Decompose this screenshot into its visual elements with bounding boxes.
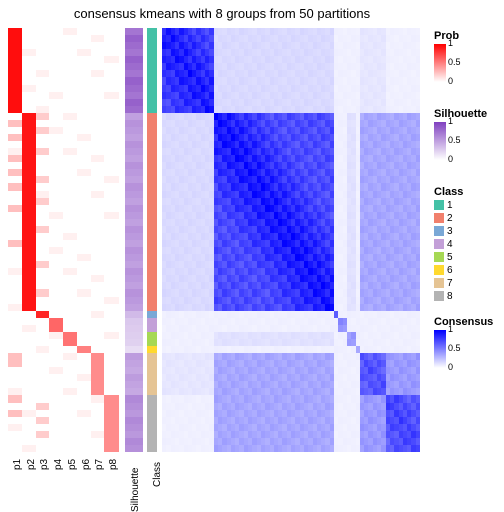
legend-item: 3 bbox=[434, 226, 463, 238]
legend-item: 8 bbox=[434, 291, 463, 303]
axis-label: p4 bbox=[53, 459, 64, 470]
page-title: consensus kmeans with 8 groups from 50 p… bbox=[0, 6, 444, 21]
legend-item: 7 bbox=[434, 278, 463, 290]
legend-swatch bbox=[434, 265, 444, 275]
legend-class: Class 1 2 3 4 5 6 7 8 bbox=[434, 186, 463, 304]
axis-label: p8 bbox=[108, 459, 119, 470]
legend-gradient: 00.51 bbox=[434, 44, 446, 82]
legend-swatch bbox=[434, 252, 444, 262]
legend-tick: 0.5 bbox=[448, 58, 461, 67]
legend-swatch bbox=[434, 200, 444, 210]
legend-silhouette: Silhouette 00.51 bbox=[434, 108, 487, 160]
legend-label: 3 bbox=[447, 226, 453, 237]
legend-gradient: 00.51 bbox=[434, 122, 446, 160]
legend-item: 4 bbox=[434, 239, 463, 251]
legend-title: Consensus bbox=[434, 316, 493, 328]
legend-title: Class bbox=[434, 186, 463, 198]
legend-tick: 0.5 bbox=[448, 344, 461, 353]
legend-label: 7 bbox=[447, 278, 453, 289]
legend-tick: 0.5 bbox=[448, 136, 461, 145]
axis-label: p6 bbox=[81, 459, 92, 470]
legend-item: 5 bbox=[434, 252, 463, 264]
legend-tick: 1 bbox=[448, 39, 453, 48]
axis-label: p7 bbox=[94, 459, 105, 470]
legend-label: 8 bbox=[447, 291, 453, 302]
legend-item: 1 bbox=[434, 200, 463, 212]
legend-consensus: Consensus 00.51 bbox=[434, 316, 493, 368]
legend-tick: 1 bbox=[448, 117, 453, 126]
legend-item: 2 bbox=[434, 213, 463, 225]
legend-swatch bbox=[434, 278, 444, 288]
legend-swatch bbox=[434, 239, 444, 249]
legend-title: Prob bbox=[434, 30, 459, 42]
legend-swatch bbox=[434, 226, 444, 236]
axis-label: p2 bbox=[26, 459, 37, 470]
axis-label: Class bbox=[152, 462, 163, 487]
legend-label: 2 bbox=[447, 213, 453, 224]
legend-label: 4 bbox=[447, 239, 453, 250]
axis-label: p3 bbox=[39, 459, 50, 470]
legend-label: 1 bbox=[447, 200, 453, 211]
axis-label: p5 bbox=[67, 459, 78, 470]
axis-label: Silhouette bbox=[130, 468, 141, 512]
legend-tick: 0 bbox=[448, 77, 453, 86]
legend-tick: 0 bbox=[448, 155, 453, 164]
legend-item: 6 bbox=[434, 265, 463, 277]
legend-title: Silhouette bbox=[434, 108, 487, 120]
legend-tick: 0 bbox=[448, 363, 453, 372]
legend-prob: Prob 00.51 bbox=[434, 30, 459, 82]
legend-label: 5 bbox=[447, 252, 453, 263]
legend-swatch bbox=[434, 291, 444, 301]
legend-gradient: 00.51 bbox=[434, 330, 446, 368]
axis-label: p1 bbox=[12, 459, 23, 470]
legend-swatch bbox=[434, 213, 444, 223]
legend-label: 6 bbox=[447, 265, 453, 276]
legend-tick: 1 bbox=[448, 325, 453, 334]
